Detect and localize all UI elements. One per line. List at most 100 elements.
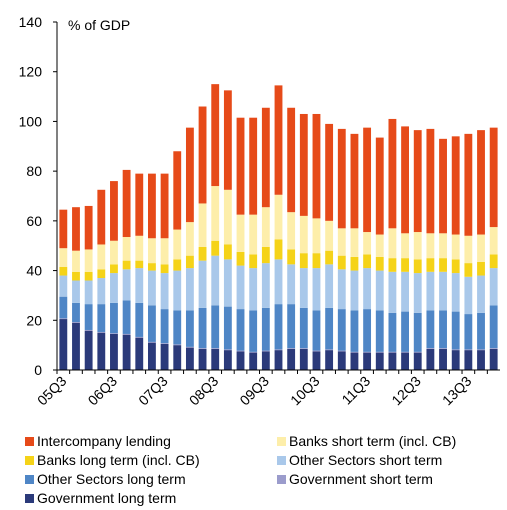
- bar-segment-banks-long-term-incl-cb-12q3: [413, 259, 422, 274]
- bar-segment-government-short-term-13q4: [477, 349, 485, 351]
- bar-segment-other-sectors-long-term-07q2: [148, 305, 156, 342]
- bar-segment-government-long-term-11q1: [337, 351, 346, 370]
- bar-segment-other-sectors-long-term-06q4: [122, 300, 131, 334]
- legend-swatch: [25, 474, 34, 484]
- x-tick-label: 08Q3: [186, 373, 222, 409]
- bar-segment-banks-short-term-incl-cb-11q3: [363, 232, 372, 255]
- bar-segment-other-sectors-short-term-09q3: [261, 263, 270, 308]
- bar-segment-other-sectors-long-term-09q1: [236, 309, 245, 351]
- bar-segment-intercompany-lending-13q1: [439, 138, 447, 234]
- bars-group: [59, 84, 498, 370]
- bar-segment-other-sectors-long-term-08q3: [211, 305, 220, 349]
- legend-swatch: [25, 436, 34, 446]
- y-axis: 0 20 40 60 80 100 120 140: [19, 14, 58, 378]
- bar-segment-banks-long-term-incl-cb-08q1: [185, 255, 194, 269]
- bar-segment-other-sectors-long-term-10q3: [312, 310, 321, 351]
- bar-segment-government-long-term-07q1: [135, 337, 144, 370]
- bar-segment-government-long-term-13q1: [439, 348, 447, 370]
- bar-segment-government-short-term-12q3: [413, 351, 422, 353]
- bar-segment-banks-short-term-incl-cb-12q1: [388, 228, 397, 259]
- bar-segment-other-sectors-short-term-09q2: [249, 268, 258, 311]
- bar-segment-banks-short-term-incl-cb-09q3: [261, 207, 270, 247]
- bar-segment-government-short-term-08q2: [198, 348, 207, 349]
- bar-segment-intercompany-lending-06q4: [122, 169, 131, 238]
- bar-segment-other-sectors-long-term-09q4: [274, 304, 283, 350]
- bar-segment-banks-short-term-incl-cb-06q1: [84, 249, 93, 272]
- bar-segment-government-short-term-06q1: [84, 329, 93, 331]
- bar-segment-banks-short-term-incl-cb-10q3: [312, 218, 321, 254]
- bar-segment-intercompany-lending-06q3: [110, 181, 118, 241]
- bar-segment-banks-short-term-incl-cb-05q3: [59, 248, 68, 267]
- bar-segment-other-sectors-short-term-11q2: [350, 270, 359, 311]
- bar-segment-banks-long-term-incl-cb-12q1: [388, 258, 397, 272]
- legend-label: Banks long term (incl. CB): [37, 452, 200, 468]
- x-tick-label: 06Q3: [85, 373, 121, 409]
- bar-segment-intercompany-lending-13q4: [477, 130, 485, 235]
- bar-segment-other-sectors-long-term-13q2: [451, 311, 460, 350]
- bar-segment-intercompany-lending-08q2: [198, 106, 207, 204]
- bar-segment-government-short-term-09q2: [249, 351, 258, 353]
- bar-segment-banks-short-term-incl-cb-07q4: [173, 229, 182, 260]
- bar-segment-other-sectors-short-term-06q4: [122, 269, 131, 301]
- bar-segment-other-sectors-short-term-11q1: [337, 269, 346, 310]
- bar-segment-other-sectors-short-term-08q2: [198, 260, 207, 308]
- bar-segment-government-long-term-10q1: [287, 348, 296, 370]
- bar-segment-banks-long-term-incl-cb-13q2: [451, 259, 460, 274]
- bar-segment-government-short-term-08q3: [211, 348, 220, 349]
- bar-segment-other-sectors-short-term-11q4: [375, 270, 384, 311]
- x-tick-label: 13Q3: [439, 373, 475, 409]
- bar-segment-intercompany-lending-09q2: [249, 117, 258, 215]
- bar-segment-banks-long-term-incl-cb-09q3: [261, 246, 270, 264]
- bar-segment-other-sectors-long-term-14q1: [489, 305, 498, 349]
- bar-segment-banks-short-term-incl-cb-07q3: [160, 238, 169, 265]
- bar-segment-other-sectors-long-term-12q3: [413, 312, 422, 352]
- bar-segment-banks-long-term-incl-cb-09q2: [249, 254, 258, 269]
- legend-swatch: [25, 455, 34, 465]
- bar-segment-intercompany-lending-13q3: [464, 133, 473, 236]
- bar-segment-banks-short-term-incl-cb-08q3: [211, 186, 220, 241]
- y-tick-label: 140: [19, 14, 43, 30]
- bar-segment-government-short-term-06q2: [97, 331, 106, 333]
- bar-segment-intercompany-lending-11q2: [350, 133, 359, 229]
- bar-segment-banks-long-term-incl-cb-08q3: [211, 240, 220, 256]
- bar-segment-banks-short-term-incl-cb-07q1: [135, 235, 144, 261]
- bar-segment-other-sectors-long-term-07q1: [135, 302, 144, 337]
- bar-segment-banks-short-term-incl-cb-07q2: [148, 238, 156, 264]
- legend-swatch: [277, 436, 286, 446]
- bar-segment-government-short-term-10q2: [299, 348, 308, 349]
- bar-segment-banks-short-term-incl-cb-10q2: [299, 215, 308, 254]
- bar-segment-intercompany-lending-10q2: [299, 113, 308, 216]
- y-tick-label: 20: [26, 312, 42, 328]
- bar-segment-other-sectors-long-term-07q4: [173, 310, 182, 345]
- bar-segment-intercompany-lending-10q1: [287, 107, 296, 213]
- bar-segment-intercompany-lending-06q1: [84, 205, 93, 250]
- bar-segment-other-sectors-short-term-12q4: [426, 271, 435, 311]
- bar-segment-banks-long-term-incl-cb-10q3: [312, 253, 321, 269]
- y-tick-label: 100: [19, 113, 43, 129]
- bar-segment-other-sectors-long-term-11q2: [350, 310, 359, 352]
- bar-segment-government-short-term-09q3: [261, 350, 270, 352]
- bar-segment-government-long-term-09q1: [236, 351, 245, 370]
- x-tick-label: 10Q3: [287, 373, 323, 409]
- bar-segment-intercompany-lending-07q3: [160, 173, 169, 239]
- bar-segment-other-sectors-long-term-12q2: [401, 311, 409, 352]
- bar-segment-government-short-term-05q4: [72, 322, 80, 323]
- bar-segment-intercompany-lending-10q3: [312, 113, 321, 219]
- legend-item-banks-long-term-incl-cb: Banks long term (incl. CB): [25, 451, 200, 469]
- bar-segment-other-sectors-short-term-10q3: [312, 268, 321, 311]
- bar-segment-other-sectors-long-term-09q2: [249, 310, 258, 352]
- legend-label: Banks short term (incl. CB): [289, 433, 457, 449]
- bar-segment-other-sectors-short-term-14q1: [489, 268, 498, 306]
- bar-segment-banks-short-term-incl-cb-13q3: [464, 235, 473, 264]
- bar-segment-other-sectors-short-term-07q2: [148, 270, 156, 306]
- bar-segment-other-sectors-long-term-12q4: [426, 310, 435, 349]
- bar-segment-government-short-term-09q4: [274, 349, 283, 351]
- bar-segment-banks-long-term-incl-cb-06q3: [110, 264, 118, 274]
- x-tick-label: 07Q3: [135, 373, 171, 409]
- bar-segment-intercompany-lending-12q3: [413, 130, 422, 233]
- legend-item-other-sectors-long-term: Other Sectors long term: [25, 470, 186, 488]
- unit-label: % of GDP: [68, 17, 130, 33]
- bar-segment-intercompany-lending-14q1: [489, 127, 498, 228]
- bar-segment-banks-short-term-incl-cb-13q1: [439, 233, 447, 259]
- legend-label: Other Sectors short term: [289, 452, 443, 468]
